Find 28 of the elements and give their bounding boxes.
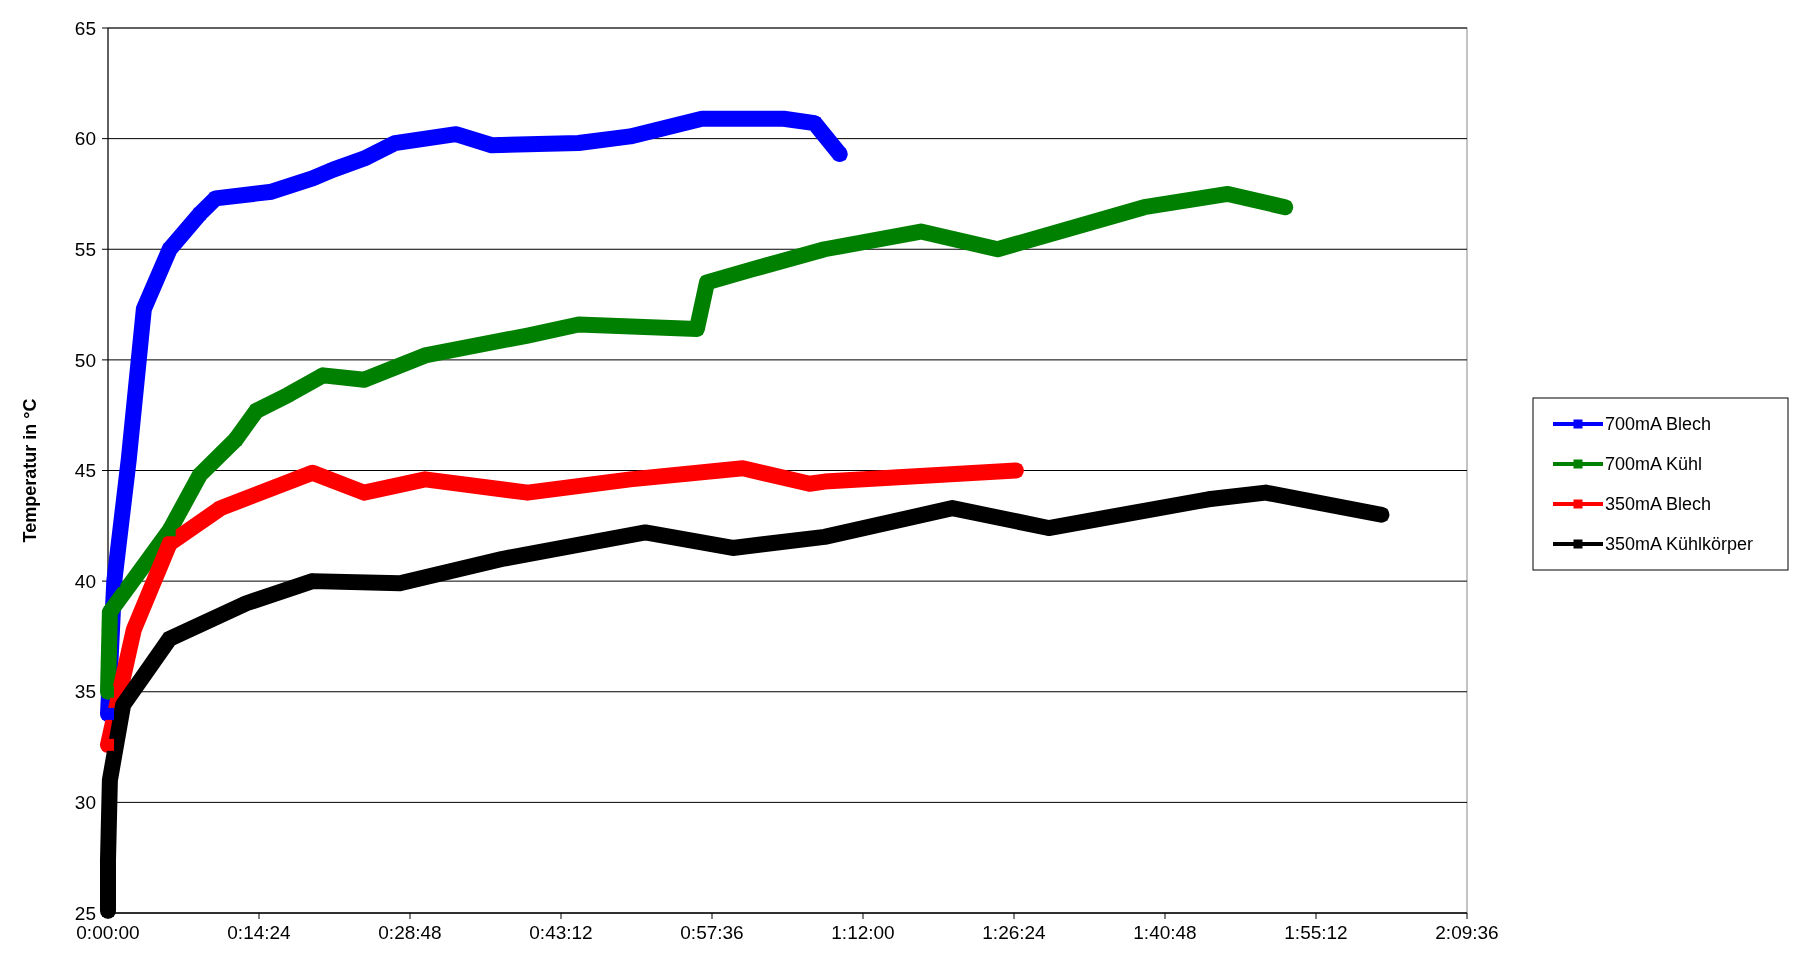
legend-label: 350mA Blech [1605,494,1712,515]
point [102,738,114,751]
legend-label: 700mA Blech [1605,414,1712,435]
point [102,685,114,698]
x-tick-label: 1:40:48 [1133,922,1197,943]
x-tick-label: 1:26:24 [982,922,1047,943]
y-tick-label: 35 [74,681,96,703]
y-tick-label: 50 [74,349,96,371]
x-tick-label: 0:14:24 [227,922,292,943]
legend-label: 350mA Kühlkörper [1605,534,1754,555]
y-tick-label: 25 [74,902,96,924]
x-tick-label: 1:12:00 [831,922,895,943]
y-tick-label: 60 [74,128,96,150]
x-tick-label: 1:55:12 [1284,922,1348,943]
x-tick-label: 0:00:00 [76,922,140,943]
y-axis-title: Temperatur in °C [20,398,40,543]
y-tick-label: 40 [74,570,96,592]
point [102,707,114,720]
x-tick-label: 2:09:36 [1435,922,1499,943]
point [163,524,176,537]
y-tick-label: 45 [74,460,96,482]
y-tick-label: 55 [74,238,96,260]
legend-label: 700mA Kühl [1605,454,1703,475]
x-tick-label: 0:28:48 [378,922,442,943]
y-tick-label: 30 [74,792,96,814]
x-tick-label: 0:57:36 [680,922,744,943]
x-tick-label: 0:43:12 [529,922,593,943]
y-tick-label: 65 [74,17,96,39]
